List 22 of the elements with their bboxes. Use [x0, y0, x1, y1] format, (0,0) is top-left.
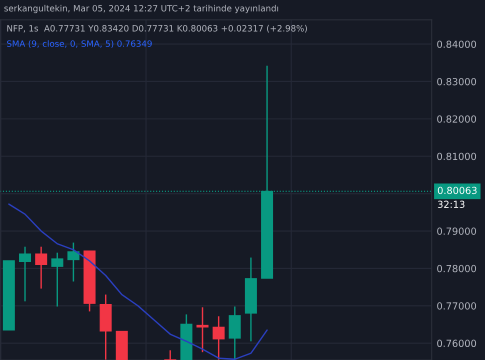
candlestick	[35, 246, 48, 290]
y-tick-label: 0.76000	[437, 340, 476, 348]
candlestick	[196, 306, 209, 353]
text: serkangultekin, Mar 05, 2024 12:27 UTC+2 tarihinde yayınlandı	[4, 4, 278, 14]
candlestick	[19, 246, 32, 302]
candlestick	[67, 242, 80, 282]
y-tick-label: 0.82000	[437, 115, 476, 123]
text: NFP, 1s A0.77731 Y0.83420 D0.77731 K0.80063 +0.02317 (+2.98%)	[7, 24, 307, 33]
y-tick-label: 0.79000	[437, 228, 476, 235]
line-series	[8, 203, 268, 360]
candlestick	[212, 316, 225, 360]
y-tick-label: 0.77000	[437, 302, 476, 310]
text: 32:13	[438, 200, 464, 208]
y-tick-label: 0.78000	[437, 264, 476, 272]
ref-line-label: 0.80063	[438, 186, 477, 194]
candlestick	[51, 252, 64, 308]
y-tick-label: 0.81000	[437, 152, 476, 160]
y-tick-label: 0.84000	[437, 40, 476, 48]
y-tick-label: 0.83000	[437, 78, 476, 86]
text: SMA (9, close, 0, SMA, 5) 0.76349	[7, 40, 152, 48]
candlestick	[228, 306, 241, 360]
candlestick	[164, 350, 176, 360]
